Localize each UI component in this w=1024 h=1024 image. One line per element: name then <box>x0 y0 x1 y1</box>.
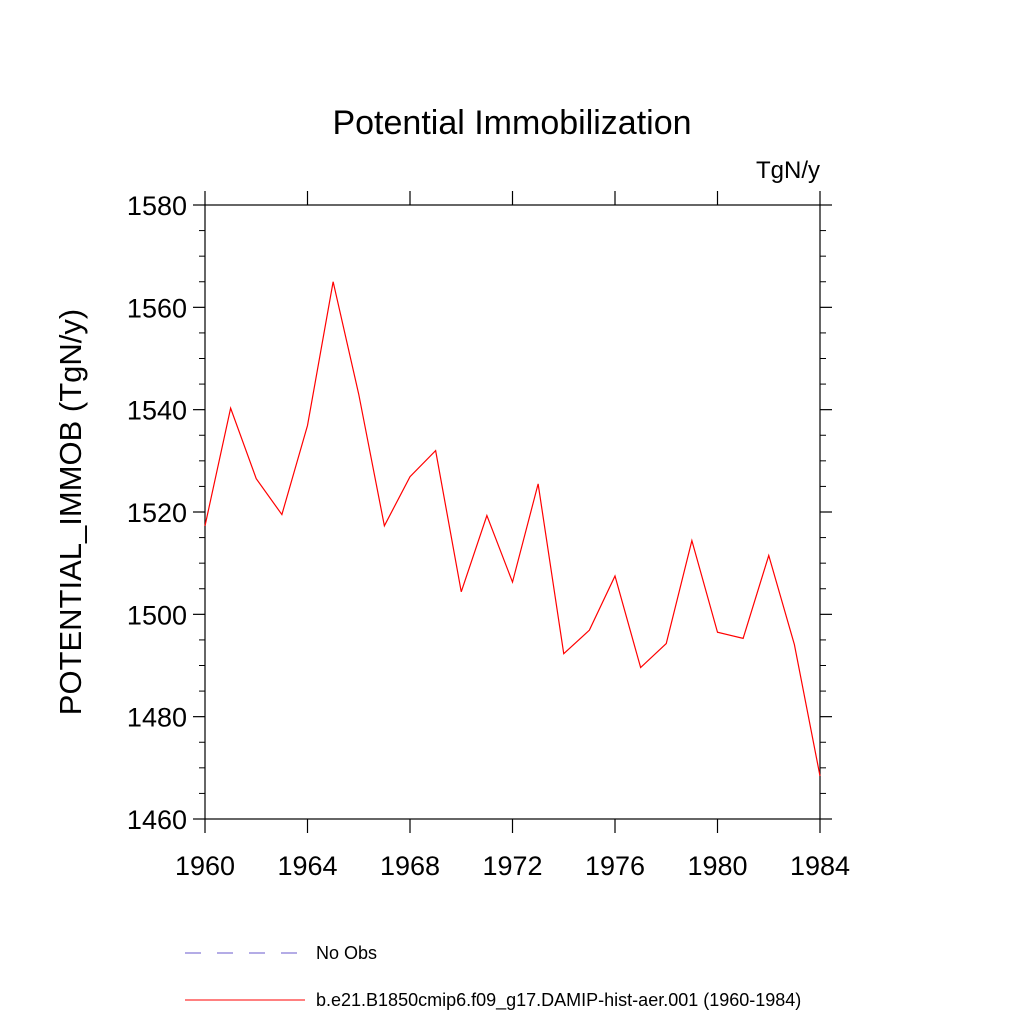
plot-frame <box>204 204 821 820</box>
y-axis-label: POTENTIAL_IMMOB (TgN/y) <box>53 309 88 715</box>
data-point <box>538 483 539 484</box>
y-tick-label: 1460 <box>127 805 187 835</box>
y-tick-label: 1480 <box>127 703 187 733</box>
y-tick-label: 1540 <box>127 396 187 426</box>
data-point <box>333 281 334 282</box>
x-tick-label: 1972 <box>482 851 542 881</box>
units-label: TgN/y <box>755 157 820 184</box>
data-point <box>358 394 359 395</box>
data-point <box>589 630 590 631</box>
series-line <box>204 281 821 777</box>
y-tick-label: 1520 <box>127 498 187 528</box>
data-point <box>717 632 718 633</box>
data-point <box>768 555 769 556</box>
data-point <box>205 525 206 526</box>
data-point <box>743 638 744 639</box>
data-point <box>230 408 231 409</box>
x-tick-label: 1960 <box>175 851 235 881</box>
x-tick-label: 1968 <box>380 851 440 881</box>
data-point <box>435 450 436 451</box>
y-tick-label: 1560 <box>127 293 187 323</box>
y-tick-label: 1500 <box>127 600 187 630</box>
y-tick-labels: 1460 1480 1500 1520 1540 1560 1580 <box>127 191 187 835</box>
data-point <box>486 515 487 516</box>
y-tick-label: 1580 <box>127 191 187 221</box>
x-tick-label: 1980 <box>687 851 747 881</box>
data-point <box>307 425 308 426</box>
data-point <box>794 644 795 645</box>
data-point <box>384 525 385 526</box>
axis-ticks <box>193 191 832 833</box>
legend-label-no-obs: No Obs <box>316 943 377 963</box>
data-point <box>666 643 667 644</box>
data-point <box>691 540 692 541</box>
data-point <box>563 653 564 654</box>
data-point <box>640 667 641 668</box>
legend-label-series: b.e21.B1850cmip6.f09_g17.DAMIP-hist-aer.… <box>316 990 801 1011</box>
x-tick-labels: 1960 1964 1968 1972 1976 1980 1984 <box>175 851 850 881</box>
legend: No Obs b.e21.B1850cmip6.f09_g17.DAMIP-hi… <box>185 943 801 1011</box>
x-tick-label: 1976 <box>585 851 645 881</box>
x-tick-label: 1964 <box>277 851 337 881</box>
data-point <box>281 514 282 515</box>
data-point <box>410 476 411 477</box>
data-point <box>461 591 462 592</box>
x-tick-label: 1984 <box>790 851 850 881</box>
data-point <box>820 776 821 777</box>
data-point <box>615 575 616 576</box>
chart-title: Potential Immobilization <box>332 104 692 142</box>
data-point <box>256 478 257 479</box>
data-points <box>205 281 821 776</box>
data-point <box>512 582 513 583</box>
